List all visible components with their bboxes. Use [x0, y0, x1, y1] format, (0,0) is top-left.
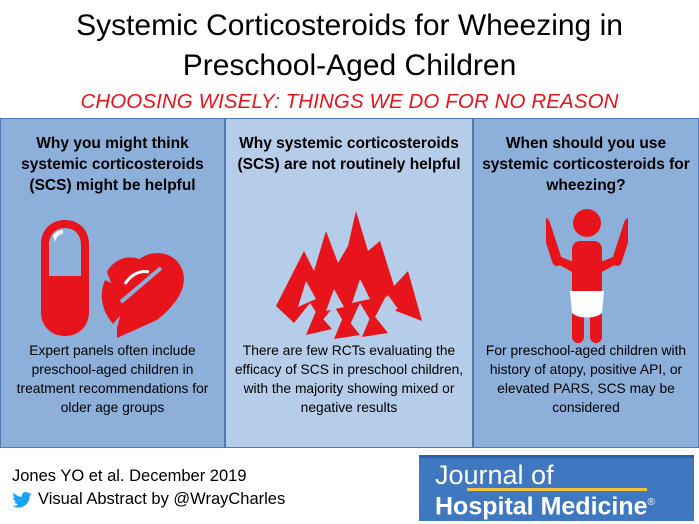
panel-heading: Why systemic corticosteroids (SCS) are n… [237, 135, 461, 173]
twitter-icon[interactable] [12, 491, 32, 508]
journal-line-1: Journal of [435, 460, 554, 490]
panel-when-to-use: When should you use systemic corticoster… [473, 118, 699, 448]
page-title: Systemic Corticosteroids for Wheezing in… [0, 6, 699, 86]
child-icon [546, 209, 628, 343]
registered-mark: ® [647, 497, 655, 508]
panel-body: For preschool-aged children with history… [485, 343, 687, 415]
panel-body: Expert panels often include preschool-ag… [16, 343, 209, 415]
journal-logo: Journal of Hospital Medicine® [419, 455, 694, 521]
journal-line-2: Hospital Medicine® [435, 488, 655, 521]
panel-why-helpful: Why you might think systemic corticoster… [0, 118, 225, 448]
journal-name: Hospital Medicine [435, 492, 648, 521]
credit-text: Visual Abstract by @WrayCharles [38, 490, 286, 508]
credit-line: Visual Abstract by @WrayCharles [12, 490, 285, 509]
panel-heading: When should you use systemic corticoster… [482, 135, 690, 194]
panel-body: There are few RCTs evaluating the effica… [234, 343, 464, 415]
citation: Jones YO et al. December 2019 [12, 467, 247, 485]
pills-icon [41, 220, 184, 338]
mountains-icon [276, 211, 422, 339]
panel-why-not-helpful: Why systemic corticosteroids (SCS) are n… [225, 118, 473, 448]
panels: Why you might think systemic corticoster… [0, 118, 699, 448]
page-subtitle: CHOOSING WISELY: THINGS WE DO FOR NO REA… [80, 90, 619, 113]
title-line-2: Preschool-Aged Children [182, 49, 517, 82]
title-line-1: Systemic Corticosteroids for Wheezing in [76, 9, 623, 42]
panel-heading: Why you might think systemic corticoster… [21, 135, 204, 194]
journal-gold-bar [467, 488, 647, 491]
